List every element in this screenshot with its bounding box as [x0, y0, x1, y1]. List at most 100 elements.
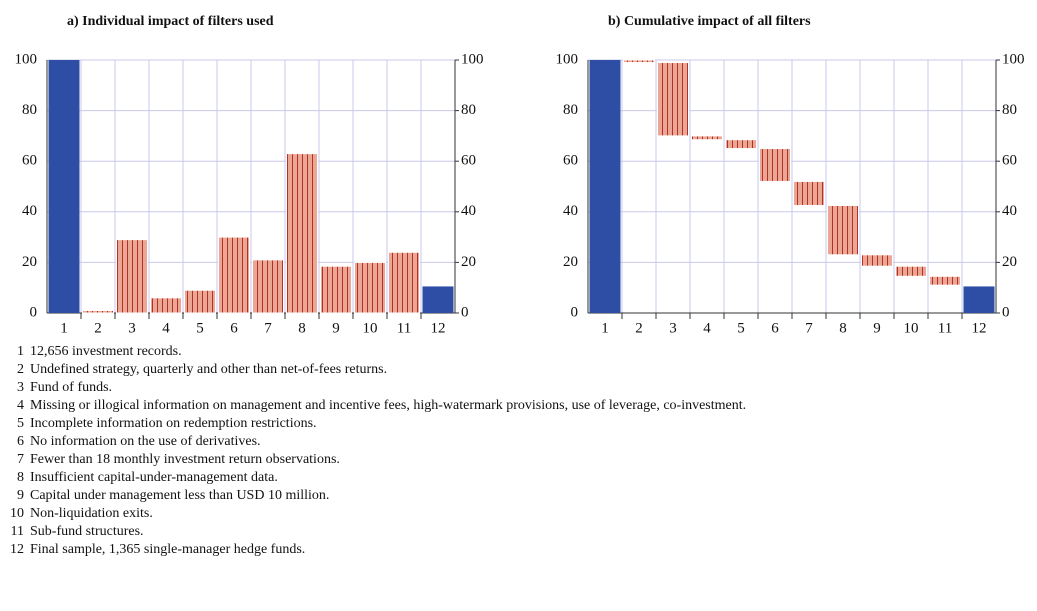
bar — [116, 239, 148, 314]
y-tick-label: 80 — [22, 102, 37, 118]
note-text: Sub-fund structures. — [30, 524, 144, 539]
x-tick-label: 5 — [737, 320, 745, 336]
note-number: 7 — [17, 452, 24, 467]
x-tick-label: 8 — [298, 320, 306, 336]
note-text: Undefined strategy, quarterly and other … — [30, 362, 387, 377]
x-tick-label: 4 — [703, 320, 711, 336]
bar — [623, 59, 655, 64]
x-tick-label: 5 — [196, 320, 204, 336]
bar — [218, 236, 250, 314]
bar — [589, 60, 621, 313]
note-number: 12 — [10, 542, 24, 557]
note-text: Incomplete information on redemption res… — [30, 416, 317, 431]
bar — [963, 286, 995, 313]
x-tick-label: 12 — [431, 320, 446, 336]
chart-title: b) Cumulative impact of all filters — [608, 14, 811, 29]
y2-tick-label: 20 — [461, 254, 476, 270]
y2-tick-label: 80 — [461, 102, 476, 118]
x-tick-label: 6 — [771, 320, 779, 336]
bar — [388, 251, 420, 314]
x-tick-label: 9 — [873, 320, 881, 336]
bar — [150, 297, 182, 314]
x-tick-label: 9 — [332, 320, 340, 336]
y2-tick-label: 80 — [1002, 102, 1017, 118]
note-number: 3 — [17, 380, 24, 395]
y-tick-label: 40 — [22, 203, 37, 219]
note-number: 9 — [17, 488, 24, 503]
x-tick-label: 2 — [94, 320, 102, 336]
bar — [82, 309, 114, 314]
x-tick-label: 12 — [972, 320, 987, 336]
y-tick-label: 60 — [563, 153, 578, 169]
y2-tick-label: 40 — [461, 203, 476, 219]
y2-tick-label: 20 — [1002, 254, 1017, 270]
x-tick-label: 7 — [805, 320, 813, 336]
bar — [184, 289, 216, 314]
bar — [827, 204, 859, 256]
bar — [354, 261, 386, 314]
x-tick-label: 1 — [601, 320, 609, 336]
note-text: Final sample, 1,365 single-manager hedge… — [30, 542, 305, 557]
x-tick-label: 11 — [397, 320, 411, 336]
y-tick-label: 40 — [563, 203, 578, 219]
y-tick-label: 0 — [30, 304, 38, 320]
note-number: 10 — [10, 506, 24, 521]
bar — [725, 139, 757, 150]
note-text: Capital under management less than USD 1… — [30, 488, 329, 503]
note-number: 8 — [17, 470, 24, 485]
y2-tick-label: 40 — [1002, 203, 1017, 219]
note-text: No information on the use of derivatives… — [30, 434, 261, 449]
x-tick-label: 6 — [230, 320, 238, 336]
x-tick-label: 11 — [938, 320, 952, 336]
x-tick-label: 7 — [264, 320, 272, 336]
bar — [691, 135, 723, 141]
x-tick-label: 4 — [162, 320, 170, 336]
note-number: 4 — [17, 398, 24, 413]
bar — [861, 254, 893, 267]
y2-tick-label: 0 — [1002, 304, 1010, 320]
y-tick-label: 100 — [15, 51, 38, 67]
y2-tick-label: 100 — [1002, 51, 1025, 67]
x-tick-label: 10 — [363, 320, 378, 336]
note-number: 5 — [17, 416, 24, 431]
y-tick-label: 20 — [22, 254, 37, 270]
y-tick-label: 100 — [556, 51, 579, 67]
note-text: Fewer than 18 monthly investment return … — [30, 452, 340, 467]
bar — [929, 275, 961, 286]
x-tick-label: 3 — [669, 320, 677, 336]
y2-tick-label: 60 — [1002, 153, 1017, 169]
note-text: 12,656 investment records. — [30, 344, 182, 359]
bar — [793, 180, 825, 206]
bar — [759, 148, 791, 182]
bar — [286, 153, 318, 314]
y-tick-label: 0 — [571, 304, 579, 320]
y2-tick-label: 0 — [461, 304, 469, 320]
y2-tick-label: 100 — [461, 51, 484, 67]
x-tick-label: 8 — [839, 320, 847, 336]
y-tick-label: 60 — [22, 153, 37, 169]
note-text: Fund of funds. — [30, 380, 112, 395]
y2-tick-label: 60 — [461, 153, 476, 169]
chart-title: a) Individual impact of filters used — [67, 14, 274, 29]
bar — [657, 62, 689, 137]
bar — [252, 259, 284, 314]
x-tick-label: 2 — [635, 320, 643, 336]
note-number: 11 — [11, 524, 24, 539]
note-number: 2 — [17, 362, 24, 377]
y-tick-label: 80 — [563, 102, 578, 118]
note-text: Non-liquidation exits. — [30, 506, 153, 521]
note-number: 6 — [17, 434, 24, 449]
bar — [422, 286, 454, 313]
note-text: Insufficient capital-under-management da… — [30, 470, 278, 485]
x-tick-label: 10 — [904, 320, 919, 336]
bar — [320, 265, 352, 314]
note-number: 1 — [17, 344, 24, 359]
x-tick-label: 1 — [60, 320, 68, 336]
x-tick-label: 3 — [128, 320, 136, 336]
note-text: Missing or illogical information on mana… — [30, 398, 746, 413]
bar — [48, 60, 80, 313]
bar — [895, 265, 927, 277]
y-tick-label: 20 — [563, 254, 578, 270]
